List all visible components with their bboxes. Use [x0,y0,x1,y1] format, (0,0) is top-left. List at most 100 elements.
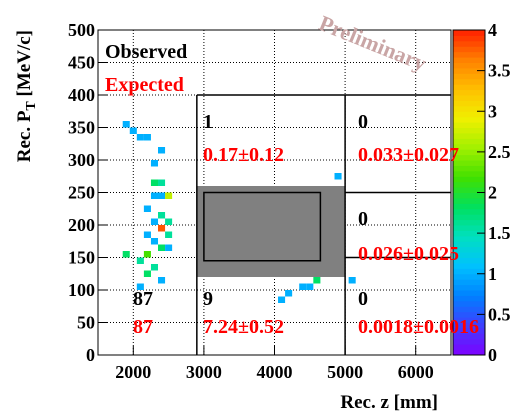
colorbar-step [453,252,485,258]
colorbar-step [453,46,485,53]
colorbar-step [453,246,485,253]
colorbar-step [453,111,485,118]
heatmap-cell [165,231,173,238]
heatmap-cell [165,244,173,251]
colorbar-step [453,132,485,139]
heatmap-cell [143,134,151,141]
colorbar-step [453,89,485,96]
heatmap-cell [122,251,130,258]
colorbar-step [453,219,485,226]
y-tick-label: 450 [68,53,95,73]
heatmap-cell [136,283,144,290]
colorbar-step [453,279,485,286]
heatmap-cell [165,192,173,199]
watermark: Preliminary [316,10,430,76]
colorbar-step [453,154,485,161]
colorbar-step [453,235,485,242]
legend-entry: Observed [105,41,187,63]
region-label: 0.026±0.025 [358,243,459,265]
heatmap-cell [334,173,342,180]
heatmap-cell [150,179,159,186]
heatmap-cell [299,283,307,290]
heatmap-cell [122,121,130,128]
colorbar-step [453,57,485,63]
colorbar-step [453,67,485,74]
x-tick-label: 2000 [115,362,151,382]
colorbar-step [453,105,485,112]
colorbar-step [453,203,485,210]
colorbar-step [453,257,485,264]
colorbar-step [453,214,485,221]
colorbar-step [453,165,485,172]
region-label: 0 [358,111,368,133]
heatmap-cell [348,277,356,284]
colorbar-step [453,116,485,123]
colorbar-step [453,327,485,334]
colorbar-step [453,225,485,231]
colorbar-step [453,338,485,345]
heatmap-cell [158,244,166,251]
y-tick-label: 200 [68,215,95,235]
y-tick-label: 500 [68,20,95,40]
heatmap-cell [285,290,293,297]
colorbar-step [453,51,485,58]
heatmap-cell [143,270,151,277]
legend-entry: Expected [105,74,184,96]
y-tick-label: 250 [68,183,95,203]
y-tick-label: 0 [86,345,95,365]
signal-box [203,191,322,262]
region-label: 0.17±0.12 [203,144,284,166]
colorbar-step [453,35,485,42]
heatmap-cell [136,257,144,264]
colorbar-tick-label: 3.5 [488,61,511,81]
region-label: 7.24±0.52 [203,316,284,338]
heatmap-cell [143,231,151,238]
colorbar-step [453,149,485,156]
y-tick-label: 150 [68,248,95,268]
colorbar-step [453,73,485,80]
colorbar-tick-label: 2 [488,183,497,203]
x-axis-title: Rec. z [mm] [340,392,438,413]
colorbar-step [453,176,485,183]
colorbar-step [453,311,485,318]
x-tick-label: 4000 [257,362,293,382]
colorbar-step [453,127,485,134]
y-tick-label: 400 [68,85,95,105]
heatmap-cell [313,277,321,284]
heatmap-cell [165,218,173,225]
heatmap-cell [158,192,166,199]
region-label: 87 [133,316,153,338]
x-tick-label: 6000 [398,362,434,382]
colorbar-step [453,197,485,204]
colorbar-step [453,170,485,177]
colorbar-step [453,187,485,193]
colorbar-step [453,284,485,291]
colorbar-step [453,208,485,215]
heatmap-cell [150,192,159,199]
colorbar-step [453,181,485,188]
heatmap-cell [158,179,166,186]
region-label: 0.0018±0.0016 [358,316,479,338]
colorbar-step [453,160,485,166]
heatmap-cell [129,127,137,134]
gray-region [196,186,346,277]
colorbar-step [453,40,485,47]
heatmap-cell [143,205,151,212]
colorbar-step [453,30,485,36]
colorbar-step [453,122,485,128]
colorbar-step [453,300,485,307]
x-tick-label: 5000 [327,362,363,382]
heatmap-cell [143,251,151,258]
colorbar-step [453,138,485,145]
colorbar-step [453,333,485,340]
y-tick-label: 350 [68,118,95,138]
colorbar-step [453,230,485,237]
colorbar-step [453,62,485,69]
colorbar-step [453,306,485,313]
y-title-sub: T [24,101,39,111]
region-label: 0.033±0.027 [358,144,459,166]
colorbar-tick-label: 2.5 [488,142,511,162]
colorbar-tick-label: 0.5 [488,304,511,324]
colorbar-step [453,192,485,199]
